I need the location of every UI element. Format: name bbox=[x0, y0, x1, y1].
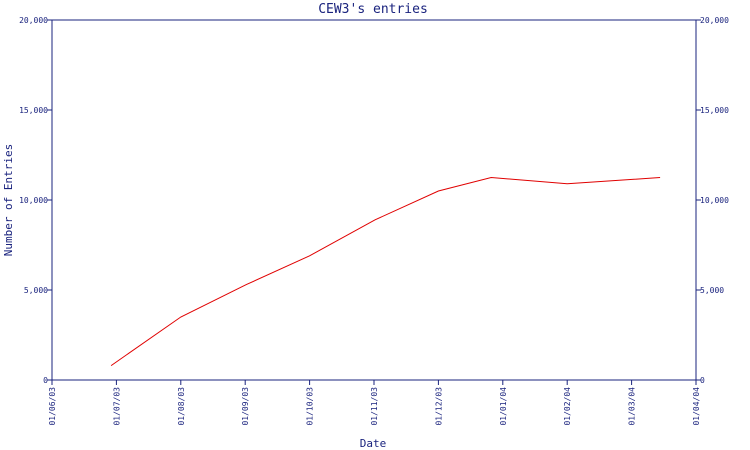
y-tick-label-right: 15,000 bbox=[700, 106, 729, 115]
y-axis-label: Number of Entries bbox=[2, 144, 15, 257]
x-tick-label: 01/11/03 bbox=[370, 387, 379, 426]
y-tick-label: 0 bbox=[43, 376, 48, 385]
x-tick-label: 01/02/04 bbox=[563, 387, 572, 426]
chart-title: CEW3's entries bbox=[318, 2, 428, 17]
plot-area bbox=[51, 19, 697, 381]
y-tick-label: 10,000 bbox=[19, 196, 48, 205]
x-tick-label: 01/12/03 bbox=[434, 387, 443, 426]
x-axis-label: Date bbox=[360, 437, 387, 450]
y-tick-label: 20,000 bbox=[19, 16, 48, 25]
x-tick-label: 01/01/04 bbox=[499, 387, 508, 426]
x-axis: 01/06/03 01/07/03 01/08/03 01/09/03 01/10/03… bbox=[48, 380, 701, 426]
x-tick-label: 01/06/03 bbox=[48, 387, 57, 426]
y-tick-label: 15,000 bbox=[19, 106, 48, 115]
y-tick-label-right: 5,000 bbox=[700, 286, 724, 295]
x-tick-label: 01/09/03 bbox=[241, 387, 250, 426]
y-tick-label: 5,000 bbox=[24, 286, 48, 295]
y-tick-label-right: 10,000 bbox=[700, 196, 729, 205]
y-tick-label-right: 0 bbox=[700, 376, 705, 385]
x-tick-label: 01/10/03 bbox=[306, 387, 315, 426]
x-tick-label: 01/04/04 bbox=[692, 387, 701, 426]
y-axis-left: 0 5,000 10,000 15,000 20,000 bbox=[19, 16, 52, 385]
y-tick-label-right: 20,000 bbox=[700, 16, 729, 25]
x-tick-label: 01/08/03 bbox=[177, 387, 186, 426]
series-line bbox=[110, 176, 661, 367]
x-tick-label: 01/07/03 bbox=[112, 387, 121, 426]
y-axis-right: 0 5,000 10,000 15,000 20,000 bbox=[696, 16, 729, 385]
x-tick-label: 01/03/04 bbox=[628, 387, 637, 426]
